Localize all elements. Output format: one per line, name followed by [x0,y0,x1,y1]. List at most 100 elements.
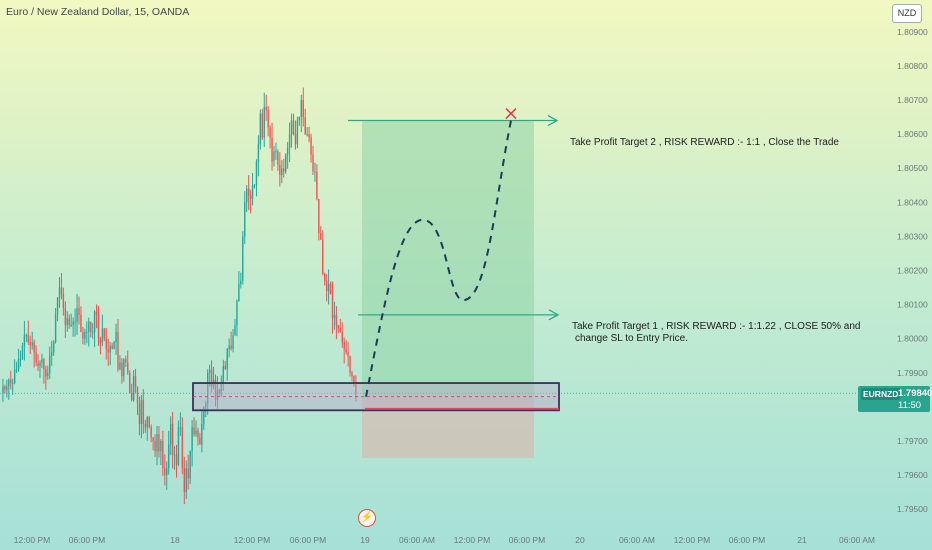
candle [251,172,254,206]
candle [129,370,131,394]
tp2-annotation: Take Profit Target 2 , RISK REWARD :- 1:… [570,137,839,148]
candle [21,342,24,360]
candle [23,320,26,361]
y-tick-label: 1.80000 [897,334,928,344]
candle [247,175,250,211]
candle [27,320,29,346]
support-box[interactable] [192,382,560,412]
x-tick-label: 06:00 AM [619,535,655,545]
candle [123,358,125,382]
candle [19,350,22,367]
candle [117,318,119,372]
candle [320,225,322,240]
currency-button[interactable]: NZD [892,4,922,23]
candle [210,360,213,393]
projected-path [365,120,512,397]
candle [115,323,117,355]
x-tick-label: 06:00 PM [729,535,765,545]
candle [33,339,35,368]
candle [271,122,273,171]
lightning-icon[interactable]: ⚡ [358,509,376,527]
chart-title: Euro / New Zealand Dollar, 15, OANDA [6,6,190,18]
candle [308,126,310,143]
candle [171,411,174,469]
symbol-label: EURNZD [861,388,901,400]
y-tick-label: 1.80300 [897,231,928,241]
x-tick-label: 12:00 PM [674,535,710,545]
candle [214,374,217,407]
candle [191,420,193,467]
candle [60,272,63,300]
candle [15,361,18,374]
candle [136,386,139,416]
candle [54,307,57,344]
candle [148,415,150,429]
candle [78,296,80,325]
x-tick-label: 06:00 AM [839,535,875,545]
candle [267,106,269,137]
candle [146,415,148,441]
candle [269,125,271,149]
y-tick-label: 1.80700 [897,95,928,105]
candle [105,327,107,360]
target-arrows [348,114,560,321]
candle [17,348,20,372]
candle [312,145,314,175]
candle [327,269,330,305]
candle [290,113,293,148]
candle [279,152,281,187]
candle [230,331,232,351]
y-tick-label: 1.79700 [897,436,928,446]
y-tick-label: 1.79500 [897,504,928,514]
candle [4,384,6,394]
candle [66,311,68,332]
candle [294,120,297,150]
candles [2,87,357,505]
candle [2,378,4,402]
x-tick-label: 19 [360,535,370,545]
candle [261,108,263,141]
candle [257,135,260,177]
x-tick-label: 06:00 PM [290,535,326,545]
candle [218,388,221,396]
candle [265,94,267,122]
candle [6,379,8,398]
price-axis[interactable]: 1.80900 1.80800 1.80700 1.80600 1.80500 1.804… [897,27,928,514]
candle [43,357,45,384]
candle [181,417,184,475]
candle [339,319,341,333]
candle [341,322,343,348]
candle [173,446,176,470]
candle [324,272,326,286]
last-price-tag: EURNZD 1.79840 11:50 [858,386,932,412]
candle [331,281,334,334]
candle [82,326,84,345]
candle [199,432,201,445]
y-tick-label: 1.79600 [897,470,928,480]
candle [93,310,96,348]
time-axis[interactable]: 12:00 PM 06:00 PM 18 12:00 PM 06:00 PM 19 06:0… [14,535,875,545]
candle [101,314,104,347]
candle [304,108,306,135]
candle [88,317,90,347]
candle [58,277,61,308]
candle [224,360,226,370]
tp1-arrow-head [548,309,560,321]
x-tick-label: 06:00 AM [399,535,435,545]
candle [322,230,324,276]
candle [37,354,39,372]
y-tick-label: 1.80200 [897,266,928,276]
candle [41,353,43,368]
x-tick-label: 06:00 PM [69,535,105,545]
candle [97,305,100,346]
candle [345,339,347,355]
candle [298,116,301,126]
candle [86,321,88,344]
candle [51,340,53,366]
candle [259,109,262,150]
candle [246,185,248,212]
candle [193,417,195,437]
candle [132,370,135,402]
